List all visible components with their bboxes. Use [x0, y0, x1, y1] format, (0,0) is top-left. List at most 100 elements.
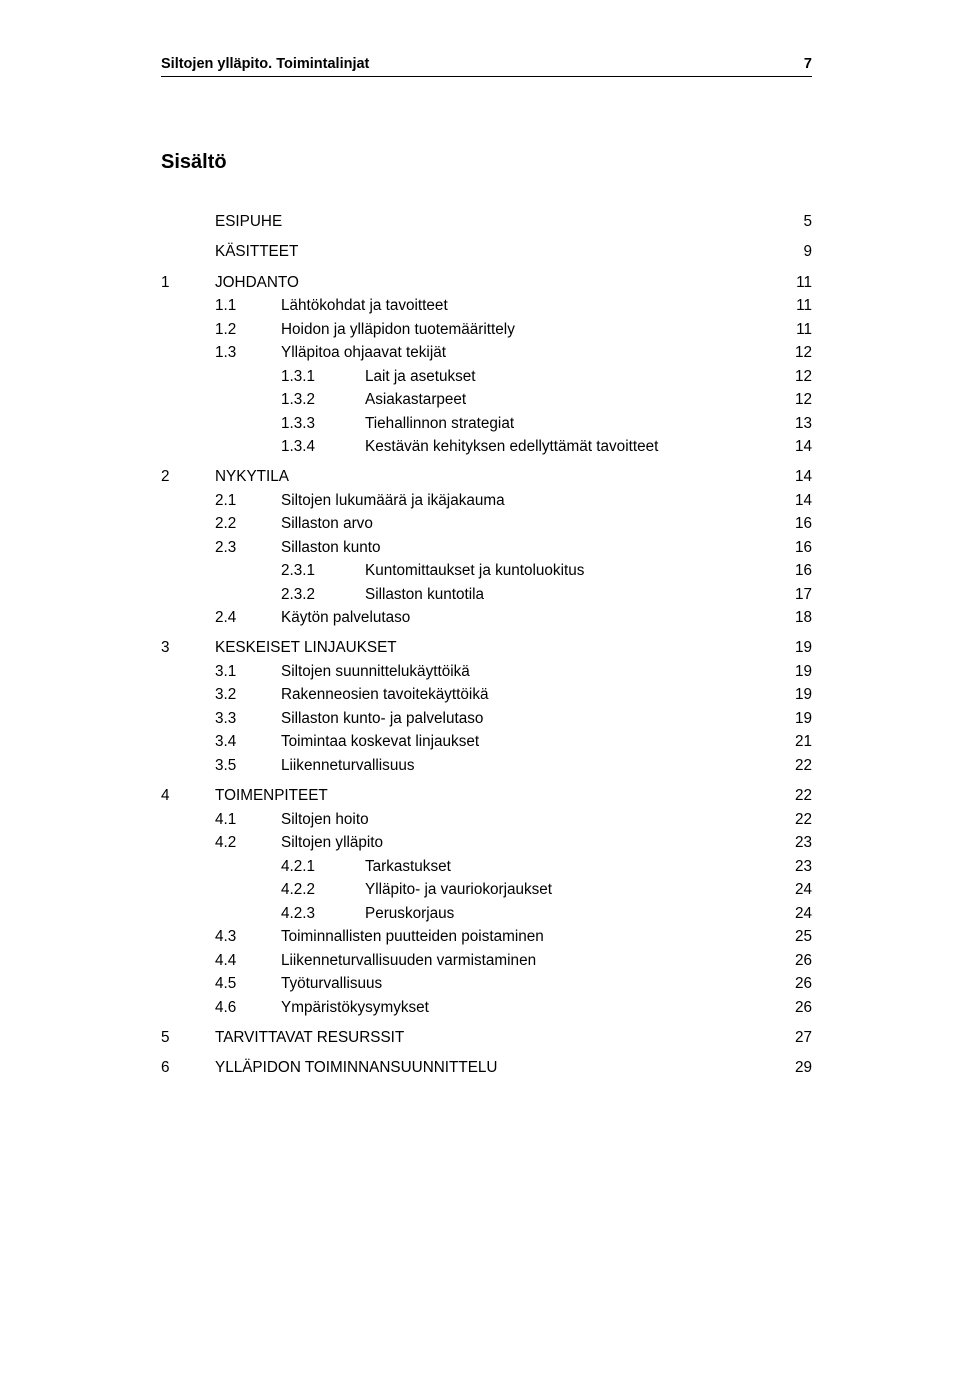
- toc-text: NYKYTILA: [215, 469, 776, 484]
- header-rule: [161, 76, 812, 77]
- toc-page: 27: [776, 1030, 812, 1045]
- toc-row: 1.3.4Kestävän kehityksen edellyttämät ta…: [161, 439, 812, 454]
- toc-page: 21: [776, 734, 812, 749]
- toc-text: Sillaston kuntotila: [365, 587, 776, 602]
- table-of-contents: ESIPUHE5KÄSITTEET91JOHDANTO111.1Lähtökoh…: [161, 214, 812, 1075]
- toc-text: Toimintaa koskevat linjaukset: [281, 734, 776, 749]
- toc-text: Tiehallinnon strategiat: [365, 416, 776, 431]
- toc-number: 3.3: [215, 711, 281, 726]
- toc-row: 4.6Ympäristökysymykset26: [161, 1000, 812, 1015]
- toc-row: 2.3Sillaston kunto16: [161, 540, 812, 555]
- toc-row: 1.3.3Tiehallinnon strategiat13: [161, 416, 812, 431]
- toc-page: 14: [776, 439, 812, 454]
- toc-text: Käytön palvelutaso: [281, 610, 776, 625]
- toc-row: 4.2.3Peruskorjaus24: [161, 906, 812, 921]
- toc-text: Kuntomittaukset ja kuntoluokitus: [365, 563, 776, 578]
- toc-number: 1.3.4: [281, 439, 365, 454]
- toc-number: 2: [161, 469, 215, 484]
- toc-text: YLLÄPIDON TOIMINNANSUUNNITTELU: [215, 1060, 776, 1075]
- toc-page: 18: [776, 610, 812, 625]
- toc-text: Sillaston kunto- ja palvelutaso: [281, 711, 776, 726]
- toc-row: 2.3.2Sillaston kuntotila17: [161, 587, 812, 602]
- toc-number: 2.3: [215, 540, 281, 555]
- toc-page: 23: [776, 859, 812, 874]
- toc-number: 1.1: [215, 298, 281, 313]
- toc-row: 4.1Siltojen hoito22: [161, 812, 812, 827]
- toc-text: Ympäristökysymykset: [281, 1000, 776, 1015]
- toc-number: 4.3: [215, 929, 281, 944]
- toc-number: 1.3.2: [281, 392, 365, 407]
- toc-row: 3.2Rakenneosien tavoitekäyttöikä19: [161, 687, 812, 702]
- toc-text: TARVITTAVAT RESURSSIT: [215, 1030, 776, 1045]
- toc-number: 2.2: [215, 516, 281, 531]
- toc-text: KESKEISET LINJAUKSET: [215, 640, 776, 655]
- toc-row: 2.2Sillaston arvo16: [161, 516, 812, 531]
- toc-text: Hoidon ja ylläpidon tuotemäärittely: [281, 322, 776, 337]
- toc-row: 2.4Käytön palvelutaso18: [161, 610, 812, 625]
- toc-page: 13: [776, 416, 812, 431]
- toc-text: Ylläpito- ja vauriokorjaukset: [365, 882, 776, 897]
- toc-page: 9: [776, 244, 812, 259]
- toc-text: Peruskorjaus: [365, 906, 776, 921]
- toc-page: 19: [776, 687, 812, 702]
- toc-number: 2.4: [215, 610, 281, 625]
- toc-number: 3.2: [215, 687, 281, 702]
- toc-row: 4TOIMENPITEET22: [161, 788, 812, 803]
- toc-number: 4.2.3: [281, 906, 365, 921]
- toc-row: 4.2.1Tarkastukset23: [161, 859, 812, 874]
- toc-page: 19: [776, 711, 812, 726]
- toc-page: 12: [776, 392, 812, 407]
- toc-row: 3.4Toimintaa koskevat linjaukset21: [161, 734, 812, 749]
- toc-page: 5: [776, 214, 812, 229]
- toc-row: 1.3Ylläpitoa ohjaavat tekijät12: [161, 345, 812, 360]
- toc-row: 2.3.1Kuntomittaukset ja kuntoluokitus16: [161, 563, 812, 578]
- toc-row: 3.5Liikenneturvallisuus22: [161, 758, 812, 773]
- toc-page: 22: [776, 758, 812, 773]
- toc-text: TOIMENPITEET: [215, 788, 776, 803]
- toc-number: 3.4: [215, 734, 281, 749]
- toc-page: 26: [776, 953, 812, 968]
- toc-text: KÄSITTEET: [215, 244, 776, 259]
- toc-page: 26: [776, 976, 812, 991]
- toc-page: 26: [776, 1000, 812, 1015]
- toc-row: 2NYKYTILA14: [161, 469, 812, 484]
- toc-text: Toiminnallisten puutteiden poistaminen: [281, 929, 776, 944]
- toc-text: Kestävän kehityksen edellyttämät tavoitt…: [365, 439, 776, 454]
- toc-text: Sillaston kunto: [281, 540, 776, 555]
- toc-number: 3.1: [215, 664, 281, 679]
- toc-text: Ylläpitoa ohjaavat tekijät: [281, 345, 776, 360]
- toc-page: 19: [776, 664, 812, 679]
- toc-row: 4.5Työturvallisuus26: [161, 976, 812, 991]
- toc-row: ESIPUHE5: [161, 214, 812, 229]
- toc-number: 1.3.1: [281, 369, 365, 384]
- toc-page: 16: [776, 516, 812, 531]
- toc-row: 4.2.2Ylläpito- ja vauriokorjaukset24: [161, 882, 812, 897]
- toc-page: 16: [776, 540, 812, 555]
- toc-row: 4.4Liikenneturvallisuuden varmistaminen2…: [161, 953, 812, 968]
- toc-page: 29: [776, 1060, 812, 1075]
- toc-page: 14: [776, 493, 812, 508]
- toc-page: 12: [776, 345, 812, 360]
- toc-row: 3KESKEISET LINJAUKSET19: [161, 640, 812, 655]
- toc-number: 3.5: [215, 758, 281, 773]
- toc-text: Lait ja asetukset: [365, 369, 776, 384]
- toc-page: 19: [776, 640, 812, 655]
- toc-row: KÄSITTEET9: [161, 244, 812, 259]
- toc-text: Siltojen hoito: [281, 812, 776, 827]
- header-page-number: 7: [804, 56, 812, 72]
- toc-page: 11: [776, 275, 812, 290]
- toc-number: 2.3.1: [281, 563, 365, 578]
- toc-page: 11: [776, 322, 812, 337]
- toc-row: 3.3Sillaston kunto- ja palvelutaso19: [161, 711, 812, 726]
- header-left: Siltojen ylläpito. Toimintalinjat: [161, 56, 369, 72]
- toc-text: Asiakastarpeet: [365, 392, 776, 407]
- toc-row: 1.3.1Lait ja asetukset12: [161, 369, 812, 384]
- toc-page: 24: [776, 906, 812, 921]
- page-title: Sisältö: [161, 151, 812, 174]
- toc-number: 4.6: [215, 1000, 281, 1015]
- toc-number: 4.4: [215, 953, 281, 968]
- toc-number: 1.3: [215, 345, 281, 360]
- toc-text: Siltojen lukumäärä ja ikäjakauma: [281, 493, 776, 508]
- toc-page: 22: [776, 788, 812, 803]
- toc-text: Siltojen ylläpito: [281, 835, 776, 850]
